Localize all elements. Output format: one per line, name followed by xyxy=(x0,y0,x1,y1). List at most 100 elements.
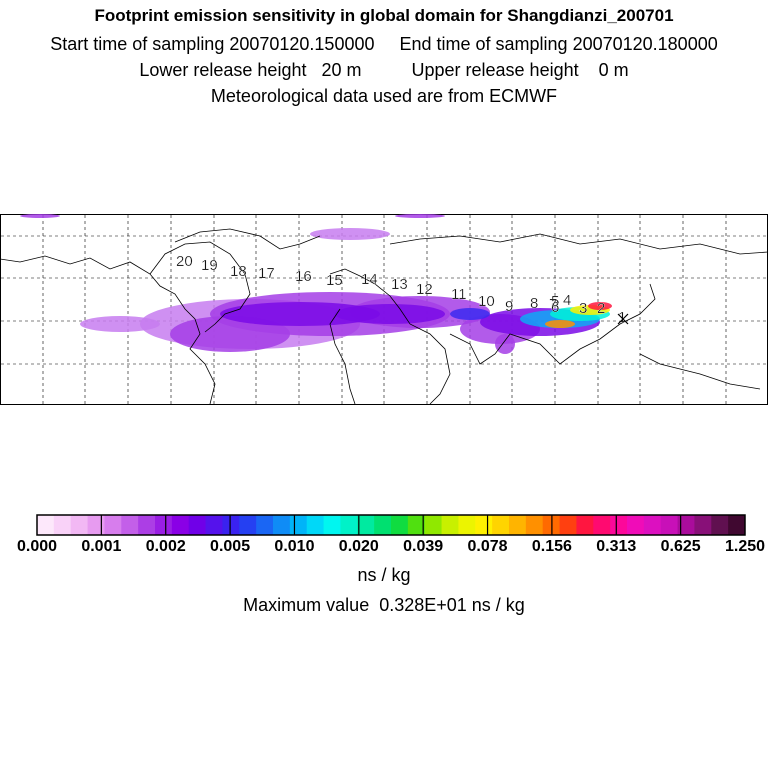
colorbar-tick-label: 0.156 xyxy=(531,538,572,555)
colorbar-cell xyxy=(441,515,459,535)
colorbar-cell xyxy=(289,515,308,535)
colorbar-cell xyxy=(525,515,544,535)
colorbar-cell xyxy=(458,515,476,535)
colorbar-cell xyxy=(104,515,122,535)
colorbar xyxy=(36,514,746,536)
trajectory-label-20: 20 xyxy=(176,253,193,270)
coastline-southeast-asia xyxy=(639,353,761,390)
coastline-africa-east xyxy=(329,268,451,405)
trajectory-label-14: 14 xyxy=(361,271,378,288)
release-heights: Lower release height 20 m Upper release … xyxy=(139,60,629,80)
maximum-value: Maximum value 0.328E+01 ns / kg xyxy=(243,595,525,615)
trajectory-label-16: 16 xyxy=(295,268,312,285)
trajectory-label-11: 11 xyxy=(451,286,467,303)
trajectory-label-12: 12 xyxy=(416,281,433,298)
colorbar-cell xyxy=(694,515,712,535)
trajectory-label-17: 17 xyxy=(258,265,275,282)
colorbar-tick-label: 0.001 xyxy=(81,538,122,555)
meteo-source: Meteorological data used are from ECMWF xyxy=(210,86,558,106)
colorbar-tick-label: 0.078 xyxy=(467,538,508,555)
colorbar-frame xyxy=(36,514,746,536)
trajectory-label-19: 19 xyxy=(201,257,218,274)
plume-region xyxy=(80,316,160,332)
colorbar-units: ns / kg xyxy=(357,565,411,585)
plume-region xyxy=(20,214,60,218)
colorbar-cell xyxy=(70,515,89,535)
trajectory-label-3: 3 xyxy=(579,300,587,317)
colorbar-cell xyxy=(188,515,207,535)
trajectory-labels: 1234567891011121314151617181920 xyxy=(176,253,627,326)
colorbar-cell xyxy=(87,515,105,535)
plume-region xyxy=(220,302,380,326)
colorbar-cell xyxy=(711,515,729,535)
release-site-marker-icon xyxy=(617,313,629,325)
colorbar-cell xyxy=(576,515,594,535)
colorbar-tick-label: 0.039 xyxy=(403,538,444,555)
trajectory-label-18: 18 xyxy=(230,263,247,280)
colorbar-cell xyxy=(391,515,409,535)
trajectory-label-2: 2 xyxy=(597,300,605,317)
plot-title: Footprint emission sensitivity in global… xyxy=(94,6,674,25)
colorbar-tick-label: 0.020 xyxy=(338,538,379,555)
plume-region xyxy=(545,320,575,328)
colorbar-cell xyxy=(677,515,695,535)
colorbar-cell xyxy=(627,515,645,535)
trajectory-label-13: 13 xyxy=(391,276,408,293)
colorbar-cell xyxy=(306,515,325,535)
trajectory-label-5: 5 xyxy=(551,293,559,310)
trajectory-label-4: 4 xyxy=(563,292,571,309)
colorbar-cell xyxy=(205,515,223,535)
coastline-arctic xyxy=(174,228,321,250)
colorbar-cell xyxy=(155,515,173,535)
colorbar-cell xyxy=(239,515,257,535)
colorbar-cell xyxy=(121,515,139,535)
colorbar-cell xyxy=(323,515,341,535)
colorbar-tick-label: 0.000 xyxy=(16,538,58,555)
emission-plume xyxy=(20,214,612,354)
plume-region xyxy=(395,214,445,218)
plume-region xyxy=(170,316,290,352)
coastline-asia-south xyxy=(449,283,656,365)
trajectory-label-9: 9 xyxy=(505,298,513,315)
colorbar-cell xyxy=(593,515,611,535)
colorbar-cell xyxy=(171,515,190,535)
trajectory-label-15: 15 xyxy=(326,272,343,289)
colorbar-cell xyxy=(407,515,426,535)
sampling-times: Start time of sampling 20070120.150000 E… xyxy=(50,34,718,54)
colorbar-cell xyxy=(492,515,510,535)
trajectory-label-6: 6 xyxy=(551,299,559,316)
colorbar-cell xyxy=(475,515,493,535)
coastline-eurasia-north xyxy=(389,233,768,255)
colorbar-cell xyxy=(660,515,679,535)
colorbar-cell xyxy=(138,515,156,535)
colorbar-tick-label: 0.002 xyxy=(145,538,186,555)
plume-region xyxy=(450,308,490,320)
plume-region xyxy=(335,304,445,324)
colorbar-cell xyxy=(559,515,577,535)
colorbar-cell xyxy=(509,515,527,535)
colorbar-cell xyxy=(256,515,274,535)
colorbar-tick-label: 0.010 xyxy=(274,538,315,555)
plume-region xyxy=(588,302,612,310)
trajectory-label-8: 8 xyxy=(530,295,538,312)
plume-region xyxy=(495,334,515,354)
colorbar-tick-label: 0.005 xyxy=(210,538,251,555)
colorbar-cell xyxy=(357,515,375,535)
colorbar-tick-label: 1.250 xyxy=(724,538,766,555)
coastline-americas-west xyxy=(0,255,216,405)
map-gridlines xyxy=(1,215,767,404)
coastline-africa-west xyxy=(329,308,356,405)
colorbar-cell xyxy=(424,515,443,535)
colorbar-cell xyxy=(222,515,240,535)
colorbar-cell xyxy=(53,515,72,535)
coastlines xyxy=(0,228,768,405)
trajectory-label-7: 7 xyxy=(549,296,557,313)
colorbar-cell xyxy=(643,515,662,535)
colorbar-cell xyxy=(610,515,628,535)
footprint-map: 1234567891011121314151617181920 xyxy=(0,214,768,405)
colorbar-cell xyxy=(728,515,746,535)
colorbar-cell xyxy=(37,515,55,535)
colorbar-cell xyxy=(340,515,358,535)
coastline-north-america xyxy=(149,241,251,333)
trajectory-label-10: 10 xyxy=(478,293,495,310)
